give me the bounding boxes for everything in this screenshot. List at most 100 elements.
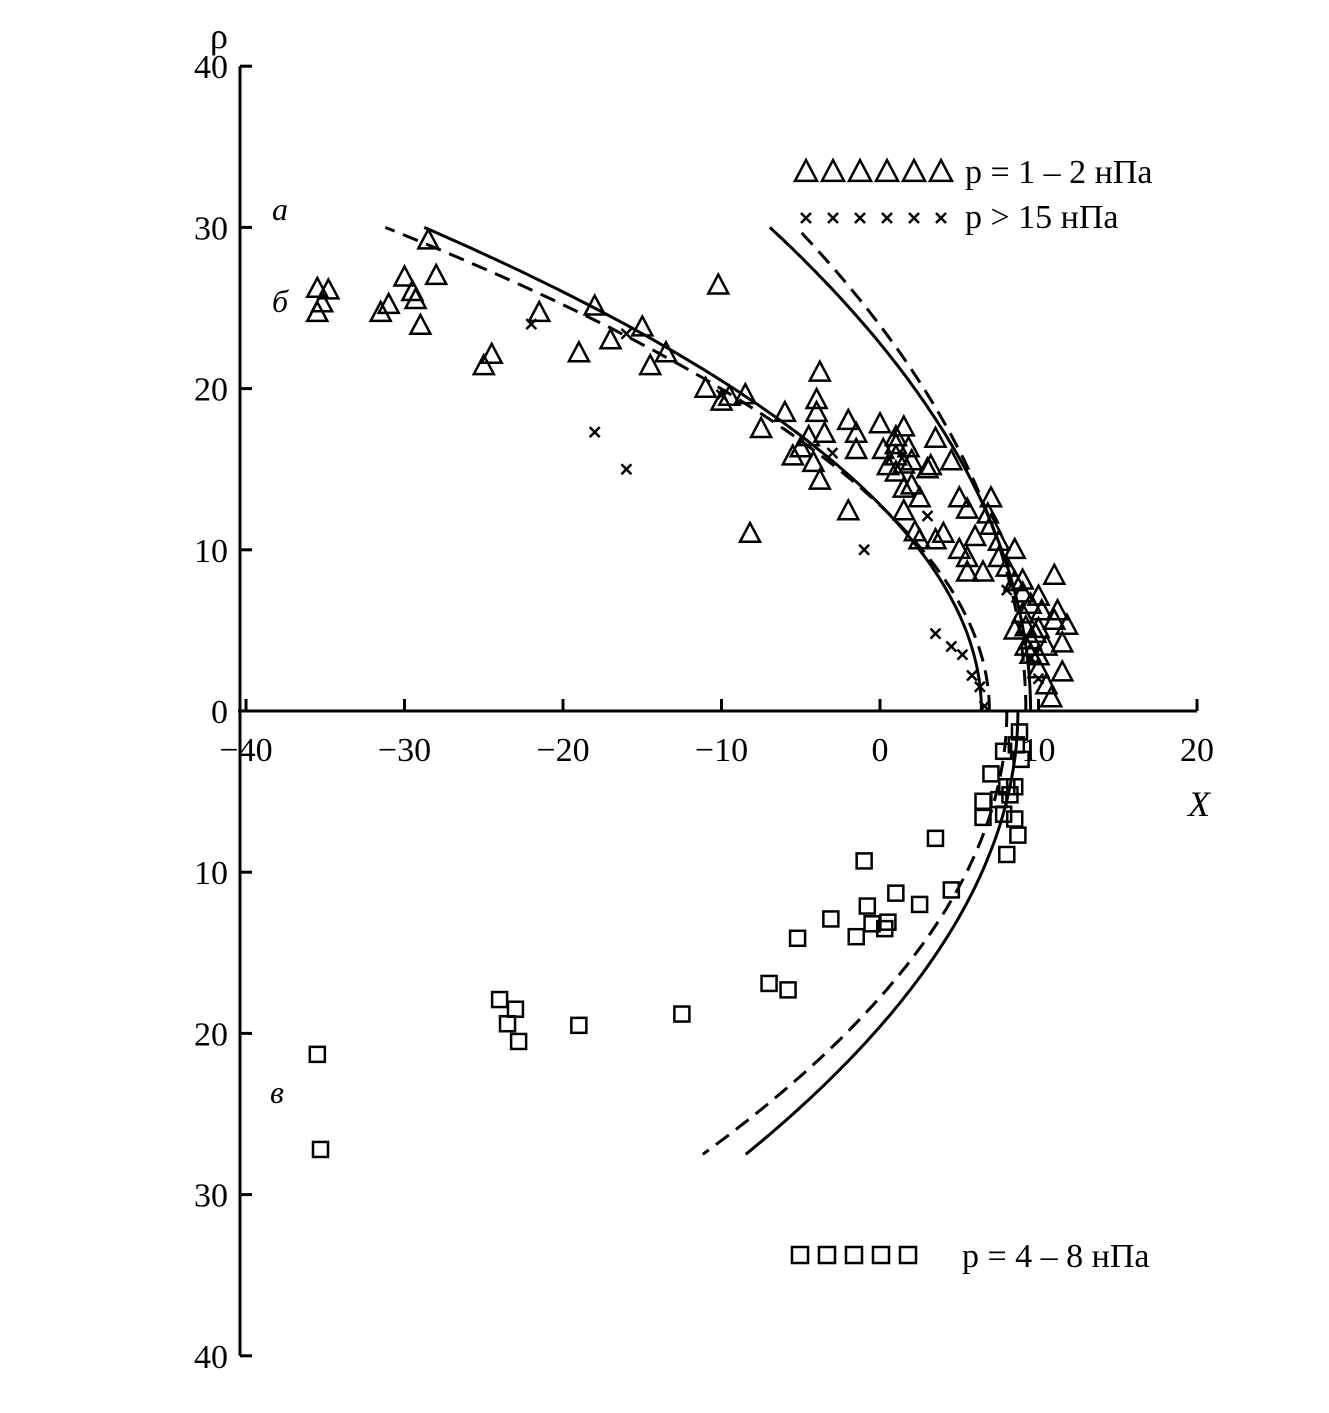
triangle-point — [807, 359, 832, 382]
legend-triangles: p = 1 – 2 нПа — [792, 154, 1153, 191]
curve-dashed-3 — [384, 226, 991, 712]
triangle-point — [955, 496, 980, 519]
triangle-point — [899, 471, 924, 495]
triangle-point — [804, 399, 829, 423]
cross-point — [929, 627, 942, 640]
triangle-point — [891, 450, 916, 474]
curve-label-b: б — [272, 283, 289, 319]
curve-solid-0 — [768, 226, 1033, 711]
triangle-point — [947, 536, 972, 560]
triangle-point — [1050, 629, 1075, 653]
square-point — [760, 974, 778, 993]
square-point — [308, 1045, 327, 1064]
cross-point — [956, 648, 969, 661]
triangle-point — [392, 263, 417, 287]
square-point — [982, 765, 1000, 783]
triangle-point — [424, 262, 449, 286]
triangle-point — [986, 528, 1011, 552]
triangle-point — [883, 458, 908, 482]
triangle-point — [891, 413, 916, 437]
triangle-point — [316, 276, 341, 300]
square-point — [673, 1005, 691, 1023]
triangle-point — [907, 526, 932, 550]
triangle-point — [915, 455, 940, 479]
cross-point — [1024, 651, 1037, 664]
triangle-point — [527, 299, 552, 323]
cross-point — [978, 700, 991, 713]
triangle-point — [749, 415, 774, 439]
legend-triangle-label: p = 1 – 2 нПа — [965, 154, 1153, 191]
legend-cross — [881, 212, 893, 224]
square-point — [509, 1032, 528, 1051]
legend-cross — [800, 212, 812, 224]
square-point — [1009, 826, 1027, 844]
cross-point — [826, 447, 839, 459]
cross-point — [921, 510, 934, 522]
triangle-point — [471, 352, 496, 376]
triangle-point — [947, 484, 972, 508]
triangle-point — [804, 386, 829, 410]
square-point — [942, 881, 961, 899]
square-point — [974, 792, 992, 811]
triangle-point — [844, 436, 869, 460]
triangle-point — [986, 544, 1011, 568]
triangle-point — [408, 312, 433, 336]
square-point — [910, 895, 929, 914]
legend-square-markers — [790, 1245, 918, 1265]
square-point — [779, 981, 797, 999]
triangle-point — [807, 467, 832, 490]
triangle-point — [403, 286, 428, 310]
legend-square — [817, 1245, 837, 1265]
triangle-point — [693, 375, 718, 398]
triangle-point — [796, 423, 821, 447]
triangle-point — [801, 449, 826, 473]
triangle-point — [582, 292, 607, 316]
cross-point — [525, 318, 538, 331]
cross-point — [620, 327, 633, 340]
legend-cross — [854, 212, 866, 224]
triangle-point — [1018, 591, 1043, 614]
curve-solid-2 — [423, 226, 983, 711]
triangle-point — [737, 520, 763, 544]
legend-triangle — [900, 157, 928, 183]
data-points — [305, 226, 1080, 1159]
curve-solid-4 — [744, 711, 1020, 1156]
triangle-point — [1029, 597, 1054, 621]
square-point — [1005, 810, 1024, 828]
triangle-point — [733, 381, 758, 405]
triangle-point — [812, 420, 837, 444]
square-point — [506, 1000, 525, 1018]
cross-point — [1032, 672, 1045, 685]
triangle-point — [891, 475, 916, 498]
square-point — [490, 990, 509, 1009]
square-point — [498, 1014, 517, 1033]
legend-squares: p = 4 – 8 нПа — [790, 1238, 1150, 1275]
curve-dashed-5 — [701, 711, 1009, 1156]
y-tick-label: 40 — [194, 49, 228, 86]
model-curves — [384, 226, 1033, 1156]
triangle-point — [416, 226, 441, 250]
y-tick-label: 20 — [194, 1016, 228, 1053]
legend-triangle — [819, 157, 847, 183]
x-tick-label: −40 — [219, 732, 272, 769]
triangle-point — [310, 289, 335, 313]
x-tick-label: 0 — [872, 732, 889, 769]
cross-point — [973, 680, 986, 693]
y-tick-label: 10 — [194, 855, 228, 892]
y-tick-label: 30 — [194, 210, 228, 247]
triangle-point — [653, 339, 679, 363]
triangle-point — [598, 326, 623, 350]
legend-triangle — [873, 157, 901, 183]
x-tick-label: −20 — [536, 732, 589, 769]
triangle-point — [630, 313, 655, 337]
triangle-point — [923, 526, 948, 550]
square-point — [858, 897, 877, 915]
square-point — [570, 1016, 588, 1035]
square-point — [855, 852, 873, 870]
triangle-point — [1042, 562, 1067, 585]
triangle-point — [1050, 658, 1075, 682]
triangle-point — [836, 497, 861, 521]
legend-square — [790, 1245, 810, 1265]
y-tick-label: 20 — [194, 372, 228, 409]
